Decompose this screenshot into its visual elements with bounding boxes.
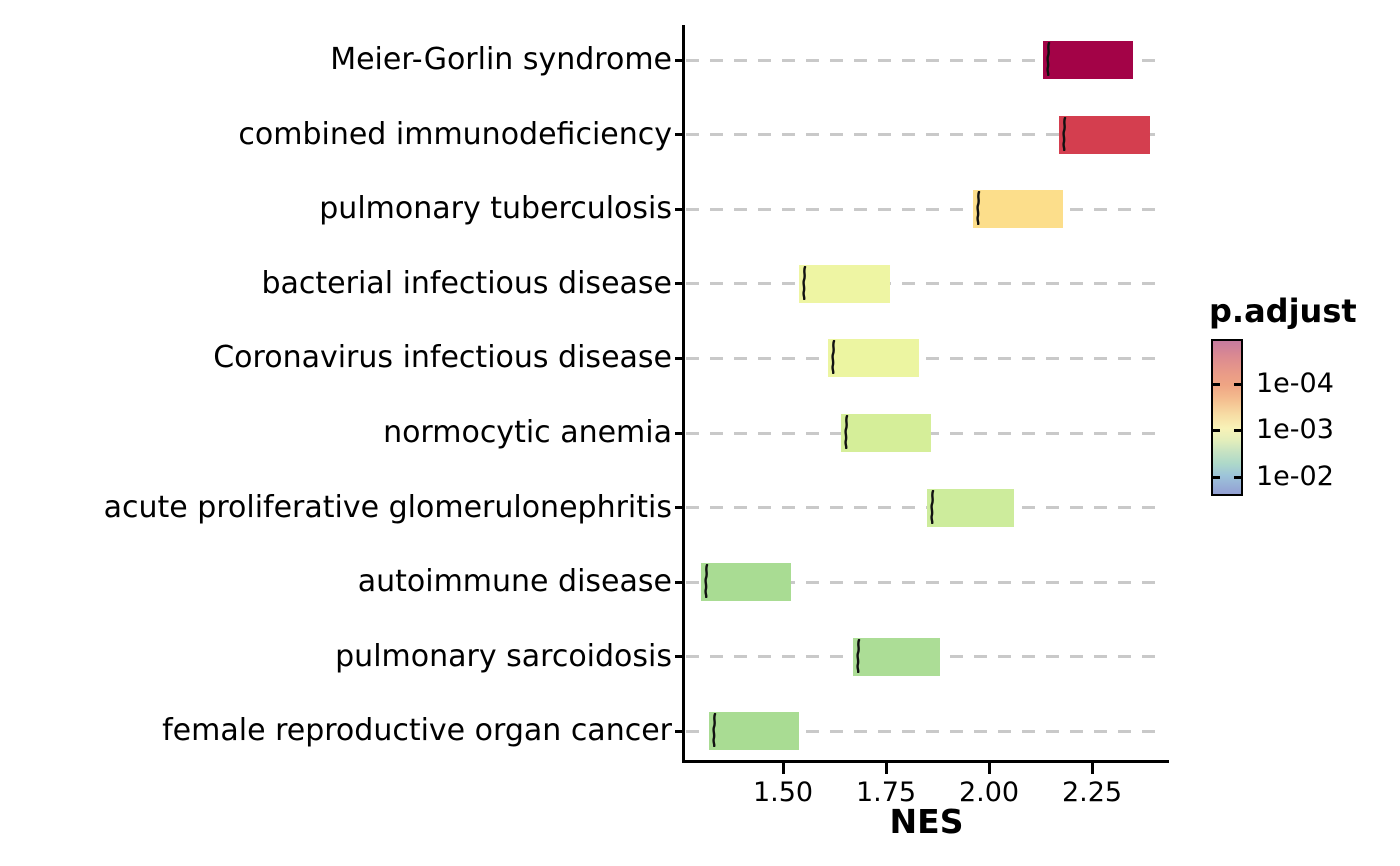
colorbar-tick-label: 1e-02 [1256, 461, 1334, 492]
density-squiggle-marker [1045, 42, 1050, 76]
y-axis-tick [675, 506, 684, 510]
density-squiggle-marker [975, 191, 980, 226]
density-squiggle-marker [703, 564, 708, 599]
category-label: pulmonary tuberculosis [319, 191, 672, 227]
colorbar-tick-label: 1e-04 [1256, 368, 1334, 400]
y-axis-tick [675, 431, 684, 435]
density-squiggle-marker [831, 340, 836, 375]
y-axis-line [682, 25, 685, 763]
gridline-dashed [686, 580, 1163, 584]
gridline-dashed [686, 58, 1163, 62]
density-squiggle-marker [844, 415, 848, 449]
gridline-dashed [686, 356, 1163, 360]
category-label: pulmonary sarcoidosis [335, 638, 672, 674]
colorbar-tick-left [1213, 475, 1220, 479]
nes-range-bar [840, 414, 932, 452]
colorbar-tick-right [1234, 428, 1241, 432]
y-axis-tick [675, 207, 684, 211]
y-axis-tick [675, 133, 684, 137]
x-axis-tick-label: 2.25 [1061, 777, 1123, 808]
density-squiggle-marker [930, 489, 935, 524]
nes-range-bar [972, 190, 1064, 229]
category-label: Coronavirus infectious disease [213, 340, 672, 376]
y-axis-tick [675, 655, 684, 659]
colorbar-tick-label: 1e-03 [1256, 414, 1334, 446]
legend-colorbar-gradient [1211, 339, 1243, 496]
nes-range-bar [1059, 115, 1150, 154]
colorbar-tick-right [1234, 475, 1241, 479]
gridline-dashed [686, 207, 1163, 211]
category-label: normocytic anemia [383, 415, 672, 450]
category-label: female reproductive organ cancer [162, 713, 672, 749]
category-label: autoimmune disease [357, 564, 672, 600]
category-label: combined immunodeficiency [238, 116, 672, 152]
nes-range-bar [828, 339, 919, 378]
legend-title: p.adjust [1209, 292, 1357, 330]
nes-range-bar [853, 637, 940, 676]
gridline-dashed [686, 729, 1163, 733]
y-axis-tick [675, 356, 684, 360]
x-axis-tick [1090, 763, 1094, 774]
gridline-dashed [686, 282, 1163, 286]
gridline-dashed [686, 133, 1163, 137]
category-label: Meier-Gorlin syndrome [330, 42, 672, 77]
nes-range-bar [708, 712, 800, 751]
x-axis-tick [781, 763, 785, 774]
density-squiggle-marker [802, 265, 807, 300]
nes-range-bar [1042, 41, 1134, 79]
y-axis-tick [675, 282, 684, 286]
nes-range-bar [799, 264, 891, 303]
category-label: acute proliferative glomerulonephritis [103, 489, 672, 525]
density-squiggle-marker [712, 713, 717, 748]
y-axis-tick [675, 580, 684, 584]
y-axis-tick [675, 729, 684, 733]
x-axis-title: NES [889, 802, 964, 841]
colorbar-tick-right [1234, 382, 1241, 386]
x-axis-line [682, 760, 1169, 763]
colorbar-tick-left [1213, 428, 1220, 432]
x-axis-tick-label: 1.50 [752, 777, 814, 808]
density-squiggle-marker [856, 638, 861, 673]
nes-range-bar [700, 563, 792, 602]
category-label: bacterial infectious disease [261, 265, 673, 301]
y-axis-tick [675, 58, 684, 62]
x-axis-tick-label: 2.00 [958, 777, 1020, 808]
colorbar-tick-left [1213, 382, 1220, 386]
gridline-dashed [686, 506, 1163, 510]
nes-range-bar [927, 488, 1014, 527]
x-axis-tick-label: 1.75 [855, 777, 917, 808]
x-axis-tick [884, 763, 888, 774]
x-axis-tick [987, 763, 991, 774]
density-squiggle-marker [1062, 116, 1067, 151]
